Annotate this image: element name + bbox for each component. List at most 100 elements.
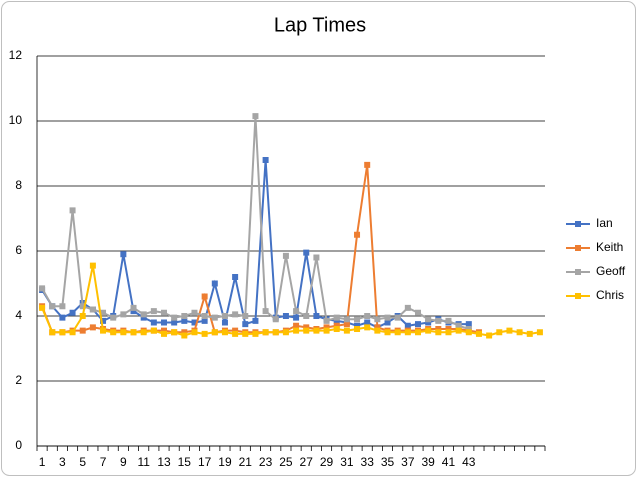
data-point — [181, 317, 188, 324]
data-point — [293, 327, 300, 334]
data-point — [252, 330, 259, 337]
data-point — [161, 327, 167, 334]
data-point — [242, 321, 249, 328]
data-point — [465, 326, 472, 332]
y-tick-label: 8 — [15, 178, 22, 192]
x-tick-label: 21 — [239, 455, 253, 469]
data-point — [333, 314, 340, 321]
legend-label: Chris — [596, 288, 624, 302]
data-point — [333, 317, 340, 324]
y-tick-label: 12 — [9, 48, 23, 62]
data-point — [323, 317, 330, 324]
data-point — [425, 319, 432, 326]
data-point — [161, 309, 167, 316]
data-point — [211, 280, 218, 287]
data-point — [303, 313, 310, 319]
data-point — [79, 327, 86, 334]
data-point — [191, 309, 198, 316]
data-point — [282, 313, 289, 319]
x-tick-label: 19 — [218, 455, 232, 469]
data-point — [232, 274, 239, 280]
data-point — [140, 314, 147, 321]
x-tick-label: 43 — [462, 455, 476, 469]
y-tick-label: 0 — [15, 438, 22, 452]
data-point — [39, 285, 46, 292]
x-tick-label: 11 — [137, 455, 150, 469]
data-point — [150, 327, 157, 334]
data-point — [394, 329, 401, 336]
x-tick-label: 5 — [79, 455, 86, 469]
data-point — [150, 319, 157, 326]
data-point — [282, 252, 289, 259]
data-point — [69, 309, 76, 316]
y-tick-label: 2 — [15, 373, 22, 387]
data-point — [59, 314, 66, 321]
x-tick-label: 3 — [59, 455, 66, 469]
data-point — [303, 249, 310, 256]
data-point — [455, 327, 462, 334]
legend-marker — [575, 269, 581, 275]
data-point — [252, 113, 259, 120]
data-point — [404, 322, 411, 329]
data-point — [323, 327, 330, 334]
data-point — [262, 329, 269, 336]
data-point — [445, 317, 452, 324]
data-point — [303, 327, 310, 334]
data-point — [303, 324, 310, 331]
data-point — [415, 309, 421, 316]
data-point — [364, 319, 371, 326]
data-point — [120, 311, 127, 318]
data-point — [150, 308, 157, 315]
y-tick-label: 6 — [15, 243, 22, 257]
data-point — [89, 306, 96, 313]
data-point — [364, 313, 371, 319]
data-point — [282, 329, 289, 336]
data-point — [59, 329, 66, 336]
data-point — [374, 324, 381, 331]
data-point — [415, 329, 421, 336]
data-point — [89, 262, 96, 269]
data-point — [526, 330, 533, 337]
x-tick-label: 31 — [340, 455, 354, 469]
legend-label: Keith — [596, 240, 623, 254]
data-point — [201, 313, 208, 319]
data-point — [89, 324, 96, 331]
data-point — [354, 231, 361, 238]
data-point — [333, 322, 340, 329]
data-point — [221, 319, 228, 326]
data-point — [435, 317, 442, 324]
data-point — [171, 329, 178, 336]
data-point — [313, 313, 320, 319]
data-point — [475, 330, 482, 337]
x-tick-label: 7 — [100, 455, 107, 469]
data-point — [191, 329, 198, 336]
chart-title: Lap Times — [274, 14, 366, 36]
data-point — [232, 330, 239, 337]
x-tick-label: 39 — [421, 455, 435, 469]
x-tick-label: 33 — [361, 455, 375, 469]
data-point — [384, 314, 391, 321]
data-point — [252, 317, 259, 324]
data-point — [364, 324, 371, 331]
data-point — [39, 304, 46, 311]
legend-label: Ian — [596, 216, 613, 230]
data-point — [140, 329, 147, 336]
data-point — [201, 330, 208, 337]
data-point — [394, 314, 401, 321]
data-point — [506, 327, 513, 334]
data-point — [211, 329, 218, 336]
data-point — [536, 329, 543, 336]
data-point — [130, 308, 137, 315]
data-point — [343, 321, 350, 328]
legend-marker — [575, 245, 581, 251]
data-point — [262, 157, 269, 163]
data-point — [49, 329, 56, 336]
y-tick-label: 10 — [9, 113, 23, 127]
data-point — [232, 327, 239, 334]
y-tick-label: 4 — [15, 308, 22, 322]
data-point — [333, 326, 340, 332]
x-tick-label: 13 — [157, 455, 171, 469]
data-point — [384, 329, 391, 336]
